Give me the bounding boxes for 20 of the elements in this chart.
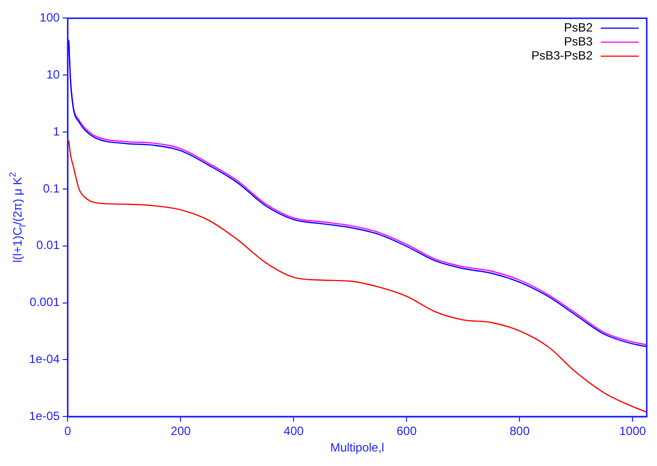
y-tick-label: 10 xyxy=(46,67,60,82)
x-tick-label: 200 xyxy=(170,424,192,438)
y-tick-label: 0.01 xyxy=(36,238,60,252)
x-tick-label: 0 xyxy=(64,424,72,438)
y-tick-label: 100 xyxy=(40,10,60,25)
y-tick-label: 1 xyxy=(53,124,60,138)
y-tick-label: 0.1 xyxy=(43,181,60,196)
y-tick-label: 1e-05 xyxy=(28,408,60,423)
legend-label: PsB3-PsB2 xyxy=(531,48,594,63)
x-axis-title: Multipole,l xyxy=(330,440,384,454)
legend-label: PsB3 xyxy=(564,34,594,49)
x-tick-label: 1000 xyxy=(619,424,646,438)
x-tick-label: 800 xyxy=(510,424,530,438)
line-series xyxy=(68,140,647,413)
legend-label: PsB2 xyxy=(564,20,594,35)
x-tick-label: 600 xyxy=(396,424,417,438)
y-axis-title: l(l+1)Cl/(2π) μ K2 xyxy=(7,172,28,263)
y-tick-label: 0.001 xyxy=(30,295,60,310)
x-tick-label: 400 xyxy=(284,424,304,438)
y-tick-label: 1e-04 xyxy=(28,352,60,366)
